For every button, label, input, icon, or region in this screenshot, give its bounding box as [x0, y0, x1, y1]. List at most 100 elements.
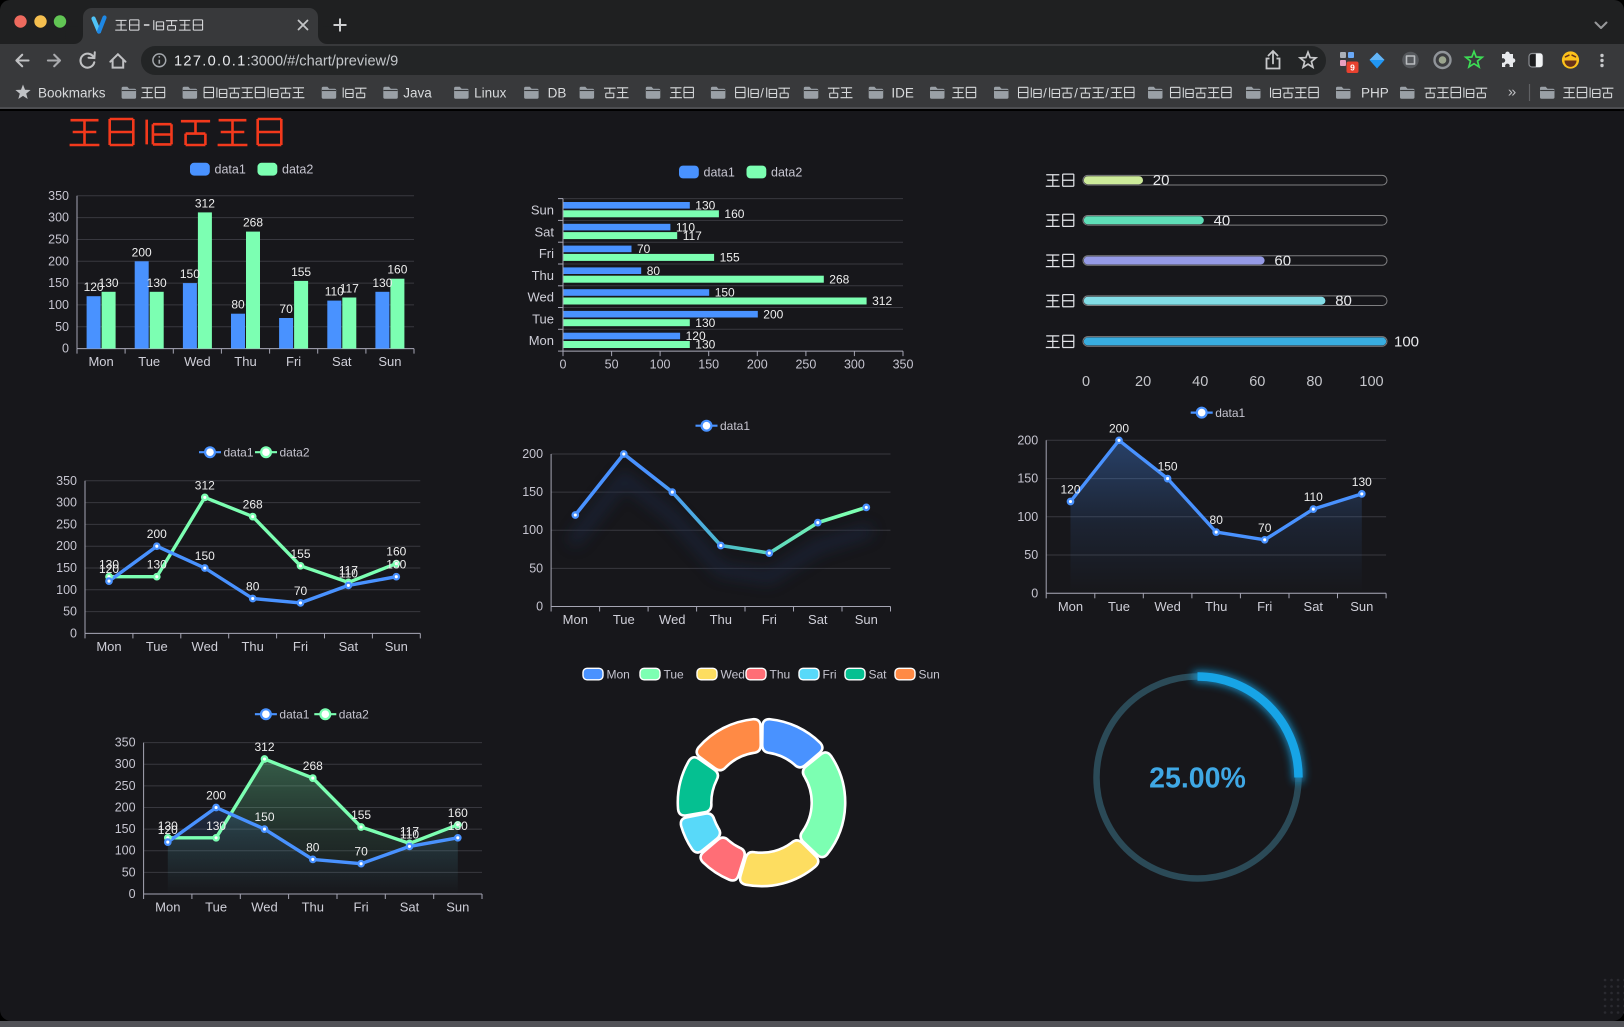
svg-text:Mon: Mon	[96, 639, 121, 654]
svg-text:Mon: Mon	[155, 900, 180, 915]
svg-text:0: 0	[560, 358, 567, 372]
svg-text:data1: data1	[224, 446, 254, 460]
svg-text:300: 300	[844, 358, 865, 372]
svg-text:130: 130	[206, 819, 226, 833]
svg-text:100: 100	[522, 523, 543, 537]
svg-text:Wed: Wed	[184, 354, 211, 369]
svg-text:data1: data1	[279, 708, 309, 722]
svg-text:200: 200	[56, 539, 77, 553]
svg-text:PHP: PHP	[1361, 86, 1389, 101]
svg-text:127.0.0.1:3000/#/chart/preview: 127.0.0.1:3000/#/chart/preview/9	[174, 53, 398, 69]
svg-text:data1: data1	[720, 419, 750, 433]
svg-text:100: 100	[1359, 374, 1383, 390]
svg-text:268: 268	[243, 216, 263, 230]
svg-text:9: 9	[1350, 63, 1355, 73]
svg-text:Sat: Sat	[869, 668, 888, 682]
svg-text:Sat: Sat	[339, 639, 359, 654]
svg-text:Wed: Wed	[659, 612, 686, 627]
svg-text:/: /	[760, 86, 764, 101]
svg-text:0: 0	[129, 887, 136, 901]
svg-text:160: 160	[448, 806, 468, 820]
svg-text:312: 312	[254, 740, 274, 754]
svg-text:110: 110	[339, 566, 358, 580]
svg-text:120: 120	[686, 329, 706, 343]
svg-text:80: 80	[231, 298, 245, 312]
svg-text:Fri: Fri	[539, 246, 554, 261]
svg-text:50: 50	[529, 561, 543, 575]
svg-text:data2: data2	[339, 708, 369, 722]
svg-text:120: 120	[158, 823, 178, 837]
svg-text:155: 155	[351, 808, 371, 822]
svg-text:130: 130	[99, 558, 119, 572]
svg-text:100: 100	[115, 844, 136, 858]
svg-text:268: 268	[829, 272, 849, 286]
svg-text:DB: DB	[548, 86, 567, 101]
svg-text:50: 50	[605, 358, 619, 372]
svg-text:350: 350	[115, 736, 136, 750]
svg-text:data2: data2	[282, 163, 313, 177]
svg-text:/: /	[1043, 86, 1047, 101]
svg-text:312: 312	[195, 478, 215, 492]
svg-text:250: 250	[56, 517, 77, 531]
svg-text:Tue: Tue	[532, 311, 554, 326]
svg-text:Bookmarks: Bookmarks	[38, 86, 106, 101]
svg-text:130: 130	[372, 276, 392, 290]
svg-text:200: 200	[115, 801, 136, 815]
svg-text:Wed: Wed	[1154, 599, 1181, 614]
svg-text:Tue: Tue	[138, 354, 160, 369]
svg-text:110: 110	[325, 285, 344, 299]
svg-text:50: 50	[55, 320, 69, 334]
svg-text:250: 250	[48, 233, 69, 247]
svg-text:70: 70	[279, 302, 293, 316]
svg-text:350: 350	[893, 358, 914, 372]
svg-text:Fri: Fri	[286, 354, 301, 369]
svg-text:40: 40	[1214, 212, 1231, 229]
svg-text:Java: Java	[403, 86, 432, 101]
svg-text:Tue: Tue	[1108, 599, 1130, 614]
svg-text:80: 80	[306, 840, 320, 854]
svg-text:Sun: Sun	[919, 668, 940, 682]
svg-text:130: 130	[147, 276, 167, 290]
svg-text:110: 110	[1304, 490, 1323, 504]
svg-text:117: 117	[340, 282, 359, 296]
svg-text:0: 0	[536, 600, 543, 614]
svg-text:200: 200	[1109, 421, 1129, 435]
svg-text:Tue: Tue	[146, 639, 168, 654]
svg-text:Sun: Sun	[531, 203, 554, 218]
svg-text:120: 120	[99, 562, 119, 576]
svg-text:150: 150	[48, 276, 69, 290]
svg-text:50: 50	[122, 865, 136, 879]
svg-text:Fri: Fri	[293, 639, 308, 654]
svg-text:200: 200	[132, 245, 152, 259]
svg-text:0: 0	[1082, 374, 1090, 390]
svg-text:/: /	[1105, 86, 1109, 101]
svg-text:Tue: Tue	[205, 900, 227, 915]
svg-text:Mon: Mon	[1058, 599, 1083, 614]
svg-text:160: 160	[386, 545, 406, 559]
svg-text:80: 80	[647, 264, 661, 278]
svg-text:Linux: Linux	[474, 86, 507, 101]
svg-text:268: 268	[243, 498, 263, 512]
svg-text:300: 300	[56, 496, 77, 510]
svg-text:Sun: Sun	[385, 639, 408, 654]
svg-text:130: 130	[1352, 475, 1372, 489]
svg-text:200: 200	[1017, 433, 1038, 447]
svg-text:IDE: IDE	[891, 86, 914, 101]
svg-text:Wed: Wed	[251, 900, 278, 915]
svg-text:117: 117	[339, 563, 358, 577]
svg-text:160: 160	[724, 207, 744, 221]
svg-text:Thu: Thu	[1205, 599, 1227, 614]
svg-text:80: 80	[1335, 293, 1352, 310]
svg-text:250: 250	[795, 358, 816, 372]
svg-text:»: »	[1508, 84, 1516, 101]
svg-text:25.00%: 25.00%	[1149, 763, 1246, 795]
svg-text:110: 110	[400, 827, 419, 841]
svg-text:268: 268	[303, 759, 323, 773]
svg-text:130: 130	[386, 558, 406, 572]
svg-text:150: 150	[180, 267, 200, 281]
svg-text:Tue: Tue	[613, 612, 635, 627]
svg-text:Thu: Thu	[710, 612, 732, 627]
svg-text:Wed: Wed	[192, 639, 219, 654]
svg-text:200: 200	[522, 447, 543, 461]
svg-text:Thu: Thu	[234, 354, 256, 369]
